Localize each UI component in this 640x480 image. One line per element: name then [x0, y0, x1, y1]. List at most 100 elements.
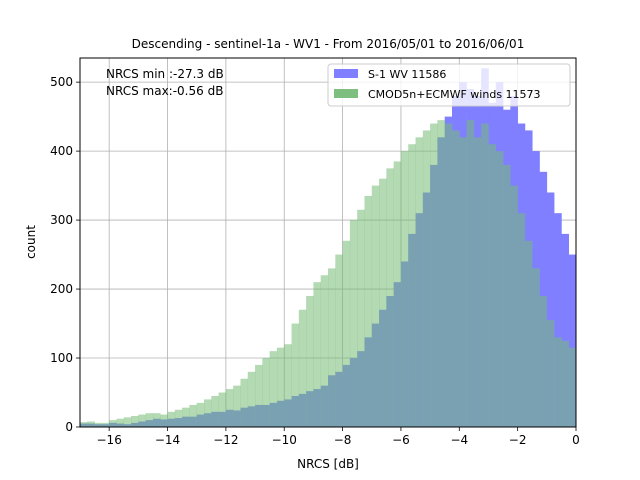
bar-cmod5n — [532, 268, 540, 427]
x-tick-label: −12 — [213, 433, 238, 447]
bar-cmod5n — [437, 120, 446, 427]
bar-cmod5n — [145, 413, 154, 427]
bar-cmod5n — [131, 415, 139, 427]
bar-cmod5n — [452, 130, 460, 427]
nrcs-max-annotation: NRCS max:-0.56 dB — [106, 84, 223, 98]
plot-frame — [79, 57, 577, 428]
bar-cmod5n — [160, 414, 168, 427]
bar-s1-wv — [546, 192, 555, 427]
bar-cmod5n — [87, 421, 95, 427]
bar-cmod5n — [255, 364, 263, 427]
legend-swatch-s1-wv — [334, 69, 358, 78]
bar-cmod5n — [386, 168, 394, 427]
y-tick-label: 200 — [50, 282, 73, 296]
bar-cmod5n — [80, 422, 88, 427]
bar-cmod5n — [335, 254, 343, 427]
bar-cmod5n — [313, 282, 322, 427]
bar-cmod5n — [554, 337, 562, 427]
bar-cmod5n — [204, 399, 212, 427]
bar-cmod5n — [393, 161, 402, 427]
bar-cmod5n — [466, 120, 475, 427]
legend-swatch-cmod5n — [334, 89, 358, 98]
x-tick-label: −10 — [272, 433, 297, 447]
bar-cmod5n — [167, 411, 176, 427]
bar-cmod5n — [101, 422, 110, 427]
bar-cmod5n — [568, 347, 577, 427]
bar-cmod5n — [276, 347, 285, 427]
bar-cmod5n — [561, 340, 570, 427]
bar-cmod5n — [109, 420, 117, 427]
y-tick-label: 300 — [50, 213, 73, 227]
y-tick-label: 500 — [50, 75, 73, 89]
bar-cmod5n — [320, 275, 329, 427]
nrcs-min-annotation: NRCS min :-27.3 dB — [106, 67, 224, 81]
y-axis-label: count — [24, 225, 38, 259]
bar-cmod5n — [430, 123, 438, 427]
bar-cmod5n — [488, 144, 497, 427]
bar-cmod5n — [400, 151, 409, 427]
bar-cmod5n — [211, 395, 219, 427]
legend: S-1 WV 11586 CMOD5n+ECMWF winds 11573 — [327, 63, 571, 107]
bar-cmod5n — [240, 378, 249, 427]
bar-cmod5n — [306, 295, 314, 427]
bar-s1-wv — [568, 254, 577, 427]
bar-cmod5n — [357, 209, 365, 427]
y-tick-label: 400 — [50, 144, 73, 158]
bar-cmod5n — [342, 240, 351, 427]
legend-box — [327, 63, 571, 107]
bar-cmod5n — [349, 220, 358, 427]
bar-cmod5n — [408, 144, 416, 427]
bar-cmod5n — [196, 402, 205, 427]
bar-cmod5n — [503, 164, 511, 427]
bar-cmod5n — [539, 295, 548, 427]
bar-cmod5n — [269, 351, 278, 427]
x-tick-label: −2 — [509, 433, 527, 447]
bar-cmod5n — [371, 185, 380, 427]
bar-cmod5n — [298, 309, 307, 427]
bar-cmod5n — [174, 409, 183, 427]
bar-cmod5n — [444, 123, 453, 427]
bar-cmod5n — [495, 151, 504, 427]
x-tick-label: −14 — [155, 433, 180, 447]
legend-label-s1-wv: S-1 WV 11586 — [368, 68, 446, 81]
bar-cmod5n — [247, 371, 256, 427]
legend-label-cmod5n: CMOD5n+ECMWF winds 11573 — [368, 88, 541, 101]
bar-cmod5n — [189, 404, 198, 427]
bar-cmod5n — [152, 413, 161, 427]
x-tick-label: −16 — [97, 433, 122, 447]
bar-cmod5n — [138, 414, 146, 427]
x-tick-label: 0 — [572, 433, 580, 447]
bar-cmod5n — [364, 195, 373, 427]
bar-cmod5n — [517, 213, 526, 427]
x-tick-label: −6 — [392, 433, 410, 447]
bar-cmod5n — [284, 344, 292, 427]
bar-cmod5n — [94, 422, 103, 427]
bar-cmod5n — [510, 185, 518, 427]
bar-cmod5n — [379, 178, 387, 427]
histogram-bars — [80, 68, 577, 428]
x-axis-label: NRCS [dB] — [297, 457, 359, 471]
x-tick-label: −4 — [450, 433, 468, 447]
bar-cmod5n — [291, 323, 300, 427]
chart-title: Descending - sentinel-1a - WV1 - From 20… — [132, 37, 525, 51]
bar-cmod5n — [524, 240, 533, 427]
bar-cmod5n — [123, 417, 132, 427]
bar-cmod5n — [473, 137, 482, 428]
bar-cmod5n — [481, 123, 489, 427]
bar-cmod5n — [225, 389, 234, 427]
bar-cmod5n — [328, 268, 336, 427]
x-tick-label: −8 — [334, 433, 352, 447]
axis-ticks: −16 −14 −12 −10 −8 −6 −4 −2 0 0 100 200 300 400 500 — [50, 75, 580, 447]
y-tick-label: 0 — [65, 420, 73, 434]
y-tick-label: 100 — [50, 351, 73, 365]
bar-cmod5n — [233, 385, 241, 427]
bar-cmod5n — [262, 358, 270, 427]
bar-cmod5n — [182, 407, 190, 427]
bar-cmod5n — [116, 418, 125, 427]
bar-cmod5n — [218, 392, 227, 427]
bar-cmod5n — [422, 130, 431, 427]
bar-cmod5n — [415, 137, 424, 428]
bar-cmod5n — [459, 137, 467, 428]
bar-s1-wv — [554, 213, 562, 427]
